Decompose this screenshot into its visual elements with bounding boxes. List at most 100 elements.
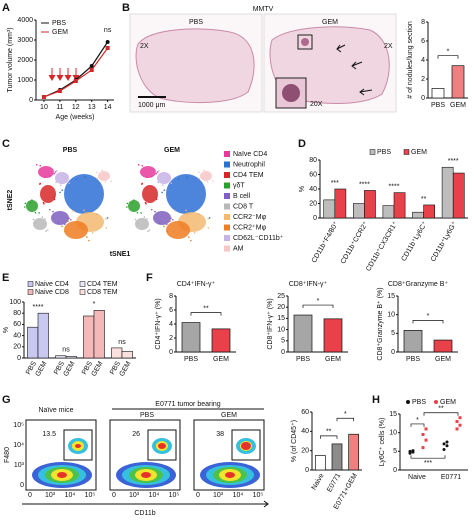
tsne-cell (145, 176, 148, 179)
chart-title: CD8⁺IFN-γ⁺ (289, 281, 328, 288)
flow-y-tick: 0 (20, 482, 24, 489)
tsne-cell (57, 222, 59, 224)
y-tick-label: 20 (309, 200, 317, 207)
significance: ns (62, 347, 70, 354)
tsne-cell (68, 182, 71, 185)
tsne-cell (105, 227, 108, 229)
y-tick-label: 0 (17, 355, 21, 362)
marker (89, 64, 94, 68)
y-axis-title: # of nodules/lung section (407, 21, 414, 99)
bar (55, 355, 67, 359)
bar (382, 205, 395, 219)
data-point (458, 416, 462, 420)
y-tick-label: 20 (13, 344, 21, 351)
flow-x-tick: 10³ (213, 492, 224, 499)
y-tick-label: 4000 (17, 17, 33, 24)
y-tick-label: 25 (277, 293, 285, 300)
data-point (421, 433, 425, 437)
bar (293, 314, 313, 353)
x-tick-label: PBS (184, 356, 198, 363)
legend-marker (406, 400, 410, 404)
histology-images (129, 13, 397, 113)
bar (412, 211, 424, 219)
y-tick-label: 15 (387, 293, 395, 300)
significance: **** (33, 304, 44, 311)
tsne-cell (212, 180, 214, 182)
y-axis-title: % (of CD45⁺) (291, 420, 298, 462)
gate-percentage: 13.5 (42, 431, 56, 438)
bar (331, 443, 343, 471)
panel-label: G (2, 394, 11, 406)
y-tick-label: 20 (301, 448, 309, 455)
y-tick-label: 1000 (17, 77, 33, 84)
tsne-cluster (55, 172, 69, 184)
y-tick-label: 0 (305, 467, 309, 474)
y-tick-label: 5 (391, 330, 395, 337)
data-point (408, 449, 412, 453)
tsne-cell (104, 181, 107, 183)
y-tick-label: 80 (13, 310, 21, 317)
significance: *** (331, 180, 339, 187)
tsne-cell (147, 230, 149, 232)
tsne-cell (96, 171, 98, 174)
data-point (424, 438, 428, 442)
legend-label: PBS (377, 149, 391, 156)
significance-bracket (437, 55, 459, 59)
tsne-cell (72, 210, 75, 212)
y-axis-title: % (299, 186, 306, 192)
tsne-cell (24, 206, 26, 208)
significance-bracket (302, 304, 334, 309)
significance-bracket (412, 319, 444, 324)
tsne-cell (208, 217, 211, 219)
bar (93, 310, 105, 359)
bar (352, 203, 365, 219)
tsne-cell (86, 236, 88, 238)
legend-label: PBS (52, 20, 66, 27)
tsne-cluster (26, 200, 38, 212)
tsne-cell (91, 232, 94, 234)
y-tick-label: 10 (389, 430, 397, 437)
x-tick-label: 10 (40, 104, 48, 111)
legend-swatch (79, 289, 86, 295)
tsne-cluster (157, 172, 171, 184)
flow-x-tick: 10⁵ (253, 492, 264, 499)
legend-swatch (224, 182, 230, 189)
tsne-cell (144, 201, 147, 204)
tsne-cell (64, 177, 67, 180)
tsne-cell (46, 229, 49, 231)
flow-x-tick: 10³ (45, 492, 56, 499)
tsne-cell (105, 217, 107, 220)
group-label: E0771 tumor bearing (155, 401, 220, 408)
tsne-cell (136, 221, 139, 224)
y-tick-label: 8 (421, 19, 425, 26)
y-axis-title: CD4⁺IFN-γ⁺ (%) (155, 298, 162, 349)
bar (451, 65, 465, 99)
tsne-cell (171, 218, 174, 221)
legend-label: CD4 TEM (87, 281, 118, 288)
legend-swatch (224, 172, 230, 178)
tsne-cell (155, 196, 157, 199)
bar (83, 315, 95, 359)
flow-density (158, 443, 166, 449)
flow-x-tick: 10⁵ (169, 492, 180, 499)
x-tick-label: GEM (213, 356, 229, 363)
x-tick-label: GEM (119, 360, 133, 377)
flow-x-tick: 10⁵ (85, 492, 96, 499)
y-tick-label: 60 (309, 171, 317, 178)
x-tick-label: GEM (450, 102, 466, 109)
tsne-cell (159, 222, 161, 224)
flow-x-tick: 10³ (129, 492, 140, 499)
legend-label: CCR2⁻Mφ (233, 214, 267, 221)
flow-density (141, 472, 151, 478)
marker (105, 40, 110, 44)
tsne-cell (161, 191, 163, 194)
significance: * (344, 411, 347, 418)
y-tick-label: 8 (169, 293, 173, 300)
image-title: MMTV (253, 6, 274, 13)
y-tick-label: 15 (277, 315, 285, 322)
bar (393, 192, 406, 219)
tsne-cell (163, 189, 166, 192)
tsne-cell (43, 176, 46, 179)
legend-swatch (369, 149, 376, 155)
